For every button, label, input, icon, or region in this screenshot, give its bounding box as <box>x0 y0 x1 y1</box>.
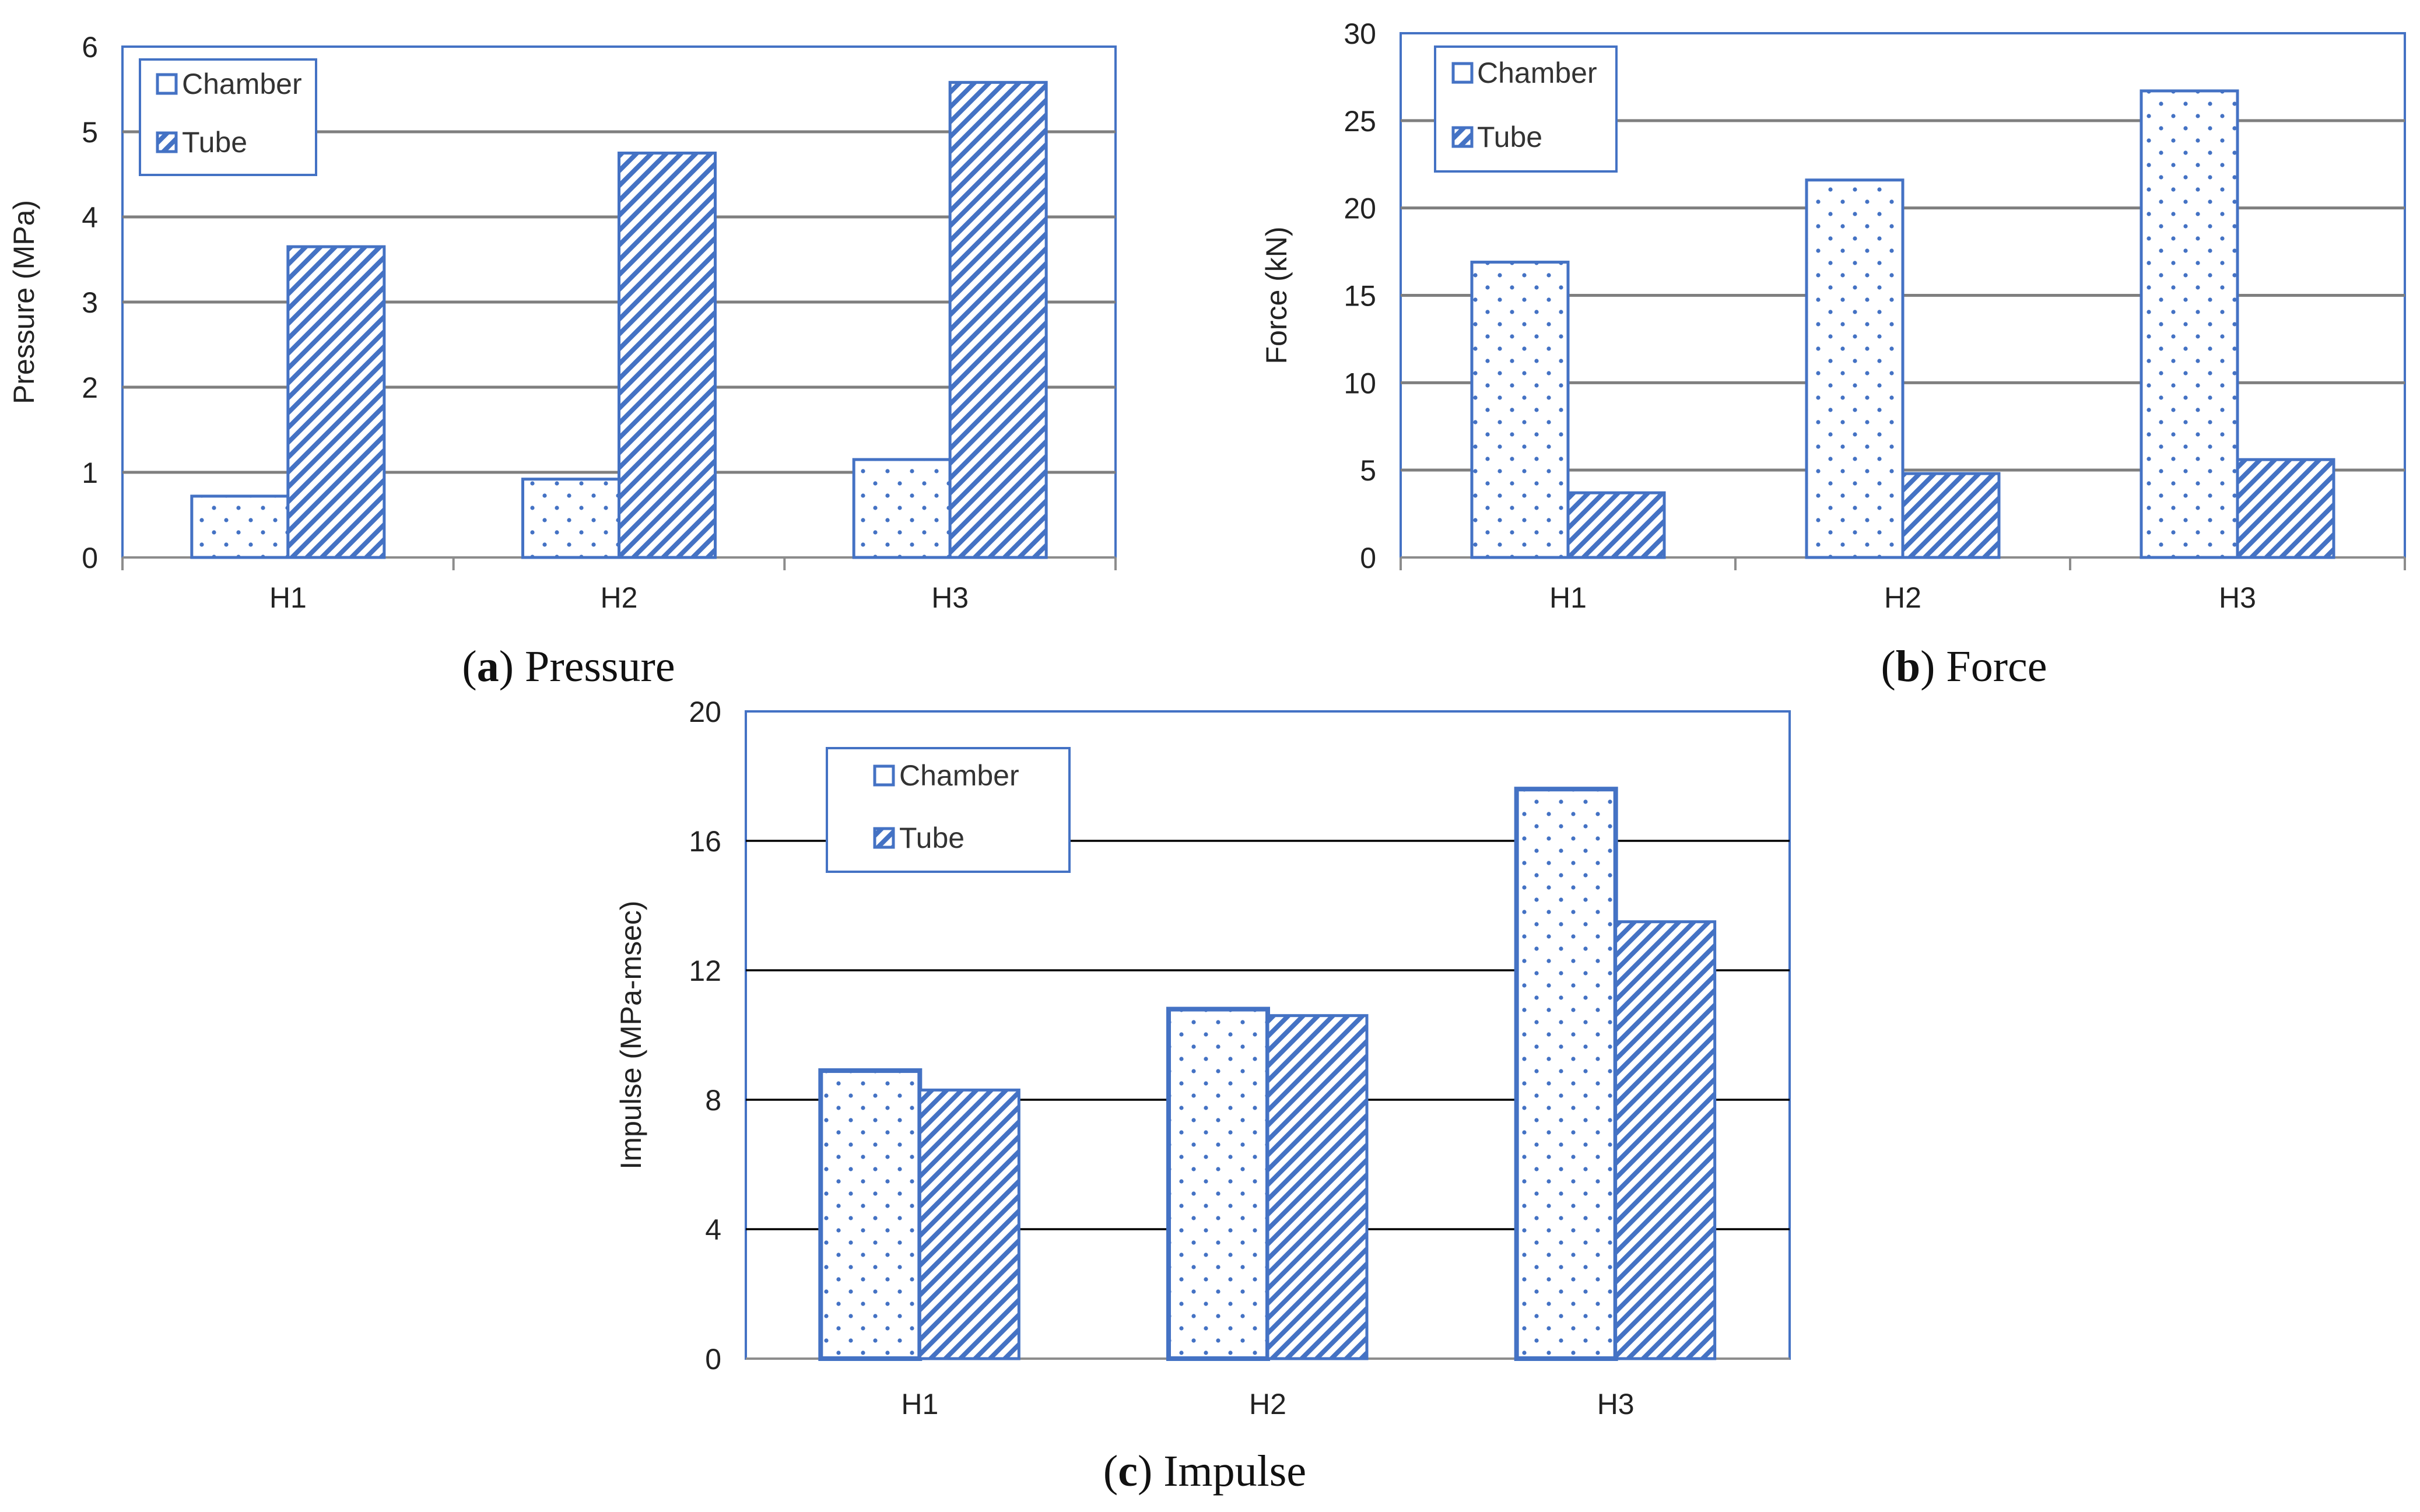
y-tick-label: 8 <box>705 1084 721 1117</box>
legend-label-chamber: Chamber <box>182 68 302 100</box>
figure-caption: (b) Force <box>1881 642 2047 691</box>
x-category-label: H1 <box>269 581 307 614</box>
legend: Chamber Tube <box>139 58 317 176</box>
y-tick-label: 2 <box>82 371 98 404</box>
caption-paren-open: ( <box>1103 1447 1118 1496</box>
legend-label-chamber: Chamber <box>899 759 1019 792</box>
y-tick-label: 15 <box>1344 280 1376 313</box>
y-axis-label: Force (kN) <box>1260 226 1293 364</box>
caption-text: Force <box>1946 642 2047 691</box>
y-tick-label: 20 <box>1344 192 1376 225</box>
caption-letter: b <box>1896 642 1920 691</box>
figure-caption: (a) Pressure <box>462 642 675 691</box>
bar-chamber-h1 <box>190 494 290 559</box>
y-tick-label: 3 <box>82 286 98 319</box>
y-tick-label: 0 <box>1360 542 1376 574</box>
bar-chamber-h3 <box>1514 787 1618 1361</box>
caption-letter: a <box>477 642 499 691</box>
chart-a-pressure: 0 1 2 3 4 5 6 Pressure (MPa) H1 H2 H3 Chamber Tube (a… <box>8 31 1117 691</box>
legend-swatch-tube <box>1451 126 1474 148</box>
y-tick-label: 30 <box>1344 17 1376 50</box>
y-tick-label: 4 <box>82 201 98 234</box>
x-category-label: H2 <box>1884 581 1921 614</box>
x-category-label: H3 <box>2219 581 2256 614</box>
x-category-label: H2 <box>601 581 638 614</box>
y-tick-label: 6 <box>82 31 98 64</box>
x-category-label: H3 <box>931 581 969 614</box>
legend-swatch-chamber <box>1451 62 1474 84</box>
bar-chamber-h2 <box>1166 1006 1270 1361</box>
bar-tube-h1 <box>286 245 386 559</box>
caption-paren-close: ) <box>499 642 525 691</box>
legend-label-chamber: Chamber <box>1477 57 1597 89</box>
legend: Chamber Tube <box>826 747 1071 873</box>
bar-tube-h1 <box>918 1088 1020 1360</box>
y-tick-label: 1 <box>82 457 98 489</box>
y-tick-label: 12 <box>689 955 721 987</box>
bar-chamber-h1 <box>818 1068 923 1362</box>
legend-box <box>826 747 1071 873</box>
chart-b-force: 0 5 10 15 20 25 30 Force (kN) H1 H2 H3 Chamber Tube (… <box>1260 17 2406 691</box>
y-tick-label: 10 <box>1344 367 1376 399</box>
bar-chamber-h2 <box>521 478 620 559</box>
legend: Chamber Tube <box>1434 45 1618 173</box>
bar-tube-h3 <box>2236 458 2335 559</box>
y-tick-label: 16 <box>689 825 721 858</box>
x-category-label: H3 <box>1597 1388 1635 1420</box>
caption-paren-close: ) <box>1920 642 1946 691</box>
y-tick-label: 5 <box>82 116 98 149</box>
y-axis-label: Pressure (MPa) <box>8 200 40 404</box>
y-tick-label: 4 <box>705 1213 721 1246</box>
bar-chamber-h3 <box>852 458 952 559</box>
caption-text: Pressure <box>525 642 675 691</box>
x-category-label: H1 <box>1549 581 1587 614</box>
legend-label-tube: Tube <box>1477 121 1542 153</box>
legend-label-tube: Tube <box>899 822 965 854</box>
figure-caption: (c) Impulse <box>1103 1447 1306 1496</box>
bar-chamber-h2 <box>1805 178 1905 559</box>
caption-paren-close: ) <box>1138 1447 1163 1496</box>
legend-swatch-tube <box>156 131 178 153</box>
y-tick-label: 20 <box>689 696 721 728</box>
bar-tube-h3 <box>948 80 1048 559</box>
caption-paren-open: ( <box>1881 642 1896 691</box>
chart-c-impulse: 0 4 8 12 16 20 Impulse (MPa-msec) H1 H2 H3 Chamber… <box>615 696 1791 1496</box>
y-axis-label: Impulse (MPa-msec) <box>615 900 647 1169</box>
x-category-label: H2 <box>1249 1388 1286 1420</box>
caption-text: Impulse <box>1163 1447 1306 1496</box>
caption-paren-open: ( <box>462 642 476 691</box>
bar-chamber-h3 <box>2140 89 2239 559</box>
bar-tube-h2 <box>1266 1014 1369 1360</box>
bar-tube-h2 <box>618 152 717 559</box>
legend-swatch-chamber <box>156 73 178 95</box>
y-tick-label: 0 <box>82 542 98 574</box>
legend-swatch-chamber <box>873 764 895 787</box>
y-tick-label: 25 <box>1344 105 1376 138</box>
bar-chamber-h1 <box>1470 261 1570 559</box>
y-tick-label: 5 <box>1360 454 1376 487</box>
bar-tube-h1 <box>1566 491 1666 559</box>
legend-swatch-tube <box>873 827 895 849</box>
legend-label-tube: Tube <box>182 126 247 159</box>
bar-tube-h3 <box>1614 920 1717 1360</box>
bar-tube-h2 <box>1901 472 2001 559</box>
x-category-label: H1 <box>901 1388 938 1420</box>
y-tick-label: 0 <box>705 1343 721 1376</box>
caption-letter: c <box>1118 1447 1138 1496</box>
